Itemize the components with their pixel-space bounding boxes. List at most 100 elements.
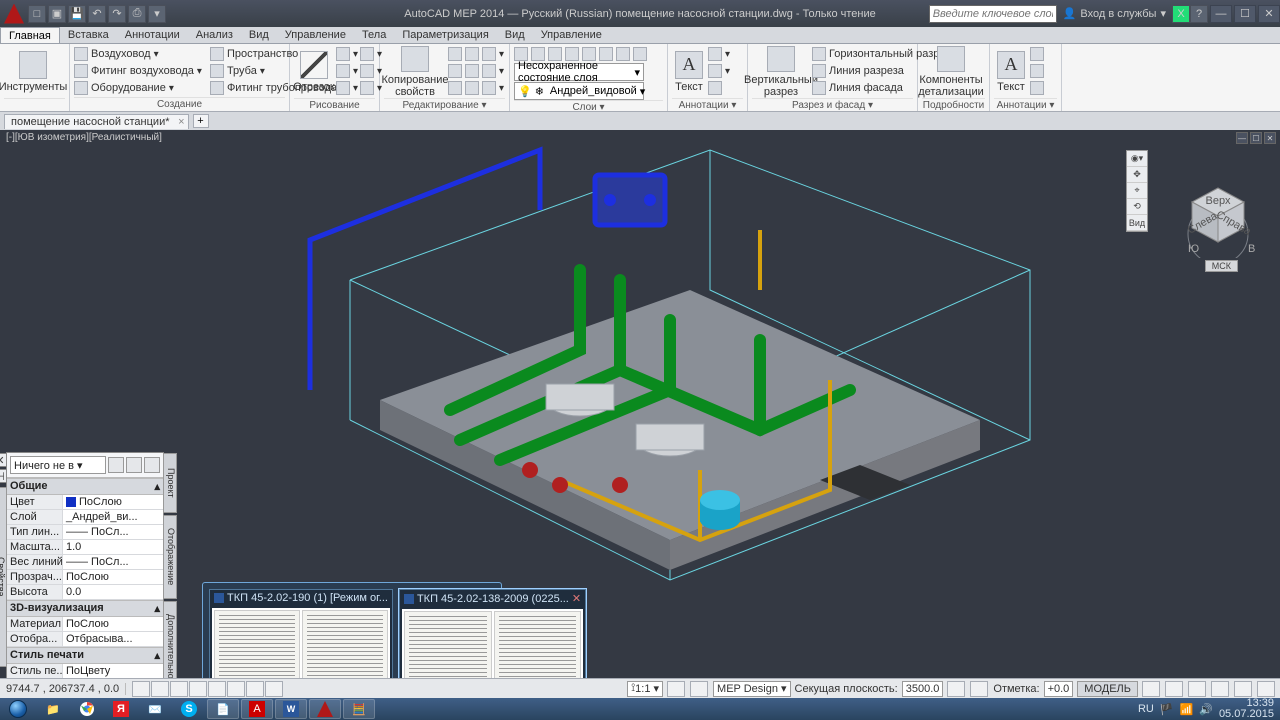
props-row[interactable]: МатериалПоСлою xyxy=(7,617,163,632)
stretch-icon[interactable] xyxy=(448,81,462,95)
qat-save-icon[interactable]: 💾 xyxy=(68,5,86,23)
pline-icon[interactable] xyxy=(360,47,374,61)
fillet-icon[interactable] xyxy=(482,64,496,78)
tab-home[interactable]: Главная xyxy=(0,27,60,43)
move-icon[interactable] xyxy=(448,47,462,61)
thumb-2[interactable]: ТКП 45-2.02-138-2009 (0225...✕ xyxy=(399,589,586,687)
props-value[interactable]: ПоСлою xyxy=(63,617,163,631)
props-row[interactable]: Тип лин...—— ПоСл... xyxy=(7,525,163,540)
sb-a1-icon[interactable] xyxy=(667,681,685,697)
tray-vol-icon[interactable]: 🔊 xyxy=(1199,703,1213,716)
sidetab-properties[interactable]: Свойства xyxy=(0,487,7,667)
tab-analyze[interactable]: Анализ xyxy=(188,27,241,43)
elev-value[interactable]: +0.0 xyxy=(1044,681,1074,697)
model-tab[interactable]: МОДЕЛЬ xyxy=(1077,681,1138,697)
tray-flag-icon[interactable]: 🏴 xyxy=(1160,703,1174,716)
ucs-label[interactable]: МСК xyxy=(1205,260,1238,272)
tab-manage[interactable]: Управление xyxy=(277,27,354,43)
viewport-label[interactable]: [-][ЮВ изометрия][Реалистичный] xyxy=(6,132,162,143)
props-row[interactable]: Стиль пе...ПоЦвету xyxy=(7,664,163,679)
arc-icon[interactable] xyxy=(336,47,350,61)
l4-icon[interactable] xyxy=(565,47,579,61)
lang-indicator[interactable]: RU xyxy=(1138,703,1154,715)
tab-parametric[interactable]: Параметризация xyxy=(394,27,496,43)
sb-otrack-icon[interactable] xyxy=(227,681,245,697)
layer-state-combo[interactable]: Несохраненное состояние слоя▾ xyxy=(514,63,644,81)
a2-icon[interactable] xyxy=(1030,64,1044,78)
qat-print-icon[interactable]: ⎙ xyxy=(128,5,146,23)
sb-c5-icon[interactable] xyxy=(1234,681,1252,697)
close-button[interactable]: ✕ xyxy=(1258,5,1280,23)
rect-icon[interactable] xyxy=(336,64,350,78)
tb-notepad-icon[interactable]: 📄 xyxy=(207,699,239,719)
tb-mail-icon[interactable]: ✉️ xyxy=(139,699,171,719)
qat-redo-icon[interactable]: ↷ xyxy=(108,5,126,23)
maximize-button[interactable]: ☐ xyxy=(1234,5,1256,23)
section-3d[interactable]: 3D-визуализация▴ xyxy=(7,600,163,617)
selection-combo[interactable]: Ничего не в ▾ xyxy=(10,456,106,474)
section-plot[interactable]: Стиль печати▴ xyxy=(7,647,163,664)
qat-new-icon[interactable]: □ xyxy=(28,5,46,23)
props-btn1-icon[interactable] xyxy=(108,457,124,473)
props-value[interactable]: ПоСлою xyxy=(63,570,163,584)
duct-fitting-button[interactable]: Фитинг воздуховода ▾ xyxy=(74,63,202,79)
props-value[interactable]: _Андрей_ви... xyxy=(63,510,163,524)
props-row[interactable]: Высота0.0 xyxy=(7,585,163,600)
props-btn3-icon[interactable] xyxy=(144,457,160,473)
props-row[interactable]: Прозрач...ПоСлою xyxy=(7,570,163,585)
tab-solids[interactable]: Тела xyxy=(354,27,394,43)
detail-button[interactable]: Компоненты детализации xyxy=(922,46,980,98)
hatch-icon[interactable] xyxy=(360,64,374,78)
tab-view[interactable]: Вид xyxy=(241,27,277,43)
props-row[interactable]: Вес линий—— ПоСл... xyxy=(7,555,163,570)
palette-pin-icon[interactable]: ⊣ xyxy=(0,469,7,483)
nav-zoom-icon[interactable]: ⌖ xyxy=(1127,183,1147,199)
tab-insert[interactable]: Вставка xyxy=(60,27,117,43)
sidetab-display[interactable]: Отображение xyxy=(163,515,177,599)
sb-c1-icon[interactable] xyxy=(1142,681,1160,697)
l8-icon[interactable] xyxy=(633,47,647,61)
ellipse-icon[interactable] xyxy=(360,81,374,95)
vp-max-icon[interactable]: ☐ xyxy=(1250,132,1262,144)
new-tab-button[interactable]: + xyxy=(193,114,209,128)
qat-undo-icon[interactable]: ↶ xyxy=(88,5,106,23)
tab-manage2[interactable]: Управление xyxy=(533,27,610,43)
matchprop-button[interactable]: Копирование свойств xyxy=(384,46,446,98)
minimize-button[interactable]: — xyxy=(1210,5,1232,23)
tab-view2[interactable]: Вид xyxy=(497,27,533,43)
l2-icon[interactable] xyxy=(531,47,545,61)
sb-b1-icon[interactable] xyxy=(947,681,965,697)
text2-button[interactable]: AТекст xyxy=(994,46,1028,98)
tb-yandex-icon[interactable]: Я xyxy=(105,699,137,719)
text-button[interactable]: AТекст xyxy=(672,46,706,98)
tb-skype-icon[interactable]: S xyxy=(173,699,205,719)
exchange-icon[interactable]: X xyxy=(1172,5,1190,23)
start-button[interactable] xyxy=(0,698,36,720)
duct-button[interactable]: Воздуховод ▾ xyxy=(74,46,202,62)
nav-wheel-icon[interactable]: ◉▾ xyxy=(1127,151,1147,167)
sb-a2-icon[interactable] xyxy=(690,681,708,697)
sign-in-button[interactable]: 👤 Вход в службы ▾ xyxy=(1063,7,1166,20)
props-row[interactable]: Отобра...Отбрасыва... xyxy=(7,632,163,647)
sb-c4-icon[interactable] xyxy=(1211,681,1229,697)
thumb-1[interactable]: ТКП 45-2.02-190 (1) [Режим ог... xyxy=(209,589,393,687)
sidetab-project[interactable]: Проект xyxy=(163,453,177,513)
nav-view-label[interactable]: Вид xyxy=(1127,215,1147,231)
tb-chrome-icon[interactable] xyxy=(71,699,103,719)
line-button[interactable]: Отрезок xyxy=(294,46,334,98)
sb-snap-icon[interactable] xyxy=(132,681,150,697)
props-value[interactable]: —— ПоСл... xyxy=(63,555,163,569)
section-general[interactable]: Общие▴ xyxy=(7,478,163,495)
workspace-combo[interactable]: MEP Design ▾ xyxy=(713,681,791,697)
sb-grid-icon[interactable] xyxy=(151,681,169,697)
cutplane-value[interactable]: 3500.0 xyxy=(902,681,944,697)
l3-icon[interactable] xyxy=(548,47,562,61)
tools-button[interactable]: Инструменты xyxy=(4,46,62,98)
vp-close-icon[interactable]: ✕ xyxy=(1264,132,1276,144)
sb-b2-icon[interactable] xyxy=(970,681,988,697)
rotate-icon[interactable] xyxy=(465,47,479,61)
help-icon[interactable]: ? xyxy=(1190,5,1208,23)
sb-dyn-icon[interactable] xyxy=(246,681,264,697)
sb-ortho-icon[interactable] xyxy=(170,681,188,697)
props-row[interactable]: Слой_Андрей_ви... xyxy=(7,510,163,525)
